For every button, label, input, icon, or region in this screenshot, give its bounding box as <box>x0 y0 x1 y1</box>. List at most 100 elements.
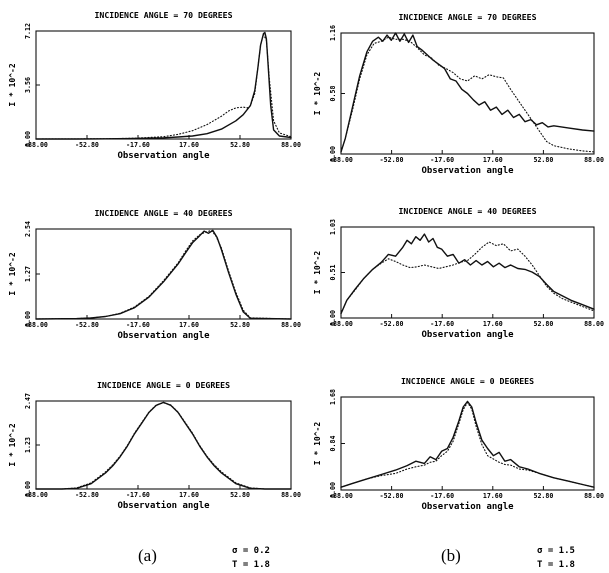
x-tick-label: 88.00 <box>281 491 301 499</box>
y-tick-label: 7.12 <box>24 23 32 39</box>
y-axis-label: I * 10^-2 <box>8 63 17 107</box>
series-dotted <box>35 402 292 490</box>
x-axis-label: Observation angle <box>117 150 210 161</box>
y-axis-label: I * 10^-2 <box>313 72 322 116</box>
x-tick-label: 88.00 <box>584 156 604 164</box>
series-dotted <box>35 33 292 140</box>
x-tick-label: 52.80 <box>230 491 250 499</box>
chart-5: INCIDENCE ANGLE = 0 DEGREES -88.00 -52.80 -… <box>8 380 301 511</box>
y-axis-label: I * 10^-2 <box>313 422 322 466</box>
plot-frame <box>35 30 292 140</box>
x-tick-label: 17.60 <box>179 321 199 329</box>
y-tick-label: 0.00 <box>329 482 337 498</box>
x-tick-label: 88.00 <box>584 492 604 500</box>
x-tick-label: -52.80 <box>75 321 99 329</box>
x-tick-label: 17.60 <box>483 492 503 500</box>
chart-title: INCIDENCE ANGLE = 70 DEGREES <box>94 10 232 20</box>
param-t-a: T = 1.8 <box>232 560 270 570</box>
chart-6: INCIDENCE ANGLE = 0 DEGREES -88.00 -52.80 -… <box>313 376 604 512</box>
chart-title: INCIDENCE ANGLE = 40 DEGREES <box>94 208 232 218</box>
x-tick-label: 88.00 <box>281 321 301 329</box>
x-tick-label: 17.60 <box>483 156 503 164</box>
y-tick-label: 2.54 <box>24 221 32 237</box>
x-tick-label: 88.00 <box>281 141 301 149</box>
y-tick-label: 1.23 <box>24 437 32 453</box>
x-axis-label: Observation angle <box>421 165 514 176</box>
x-tick-label: 52.80 <box>230 141 250 149</box>
x-tick-label: -17.60 <box>126 321 150 329</box>
y-tick-label: 0.00 <box>329 146 337 162</box>
x-tick-label: 52.80 <box>230 321 250 329</box>
series-dotted <box>340 401 595 488</box>
x-tick-label: -17.60 <box>430 320 454 328</box>
series-dotted <box>340 36 595 153</box>
x-tick-label: -52.80 <box>380 492 404 500</box>
x-tick-label: -17.60 <box>430 156 454 164</box>
x-tick-label: 17.60 <box>179 491 199 499</box>
x-tick-label: -17.60 <box>430 492 454 500</box>
chart-title: INCIDENCE ANGLE = 0 DEGREES <box>401 376 534 386</box>
chart-1: INCIDENCE ANGLE = 70 DEGREES -88.00 -52.80… <box>8 10 301 161</box>
panel-label-b: (b) <box>441 546 461 565</box>
y-tick-label: 1.27 <box>24 266 32 282</box>
x-tick-label: -52.80 <box>380 320 404 328</box>
x-tick-label: -88.00 <box>329 492 353 500</box>
x-tick-label: -88.00 <box>24 491 48 499</box>
x-tick-label: 52.80 <box>533 156 553 164</box>
x-axis-label: Observation angle <box>117 330 210 341</box>
y-axis-label: I * 10^-2 <box>313 251 322 295</box>
x-tick-label: 52.80 <box>533 492 553 500</box>
y-axis-label: I * 10^-2 <box>8 423 17 467</box>
series-solid <box>340 400 595 488</box>
y-tick-label: 0.58 <box>329 86 337 102</box>
y-tick-label: 0.84 <box>329 436 337 452</box>
x-tick-label: -88.00 <box>24 141 48 149</box>
series-solid <box>35 229 292 320</box>
panel-label-a: (a) <box>138 546 157 565</box>
y-tick-label: 3.56 <box>24 77 32 93</box>
chart-title: INCIDENCE ANGLE = 40 DEGREES <box>398 206 536 216</box>
x-axis-label: Observation angle <box>421 501 514 512</box>
x-tick-label: 17.60 <box>483 320 503 328</box>
x-tick-label: 17.60 <box>179 141 199 149</box>
plot-frame <box>35 400 292 490</box>
y-tick-label: 1.03 <box>329 219 337 235</box>
series-solid <box>340 32 595 153</box>
x-tick-label: -52.80 <box>75 491 99 499</box>
x-axis-label: Observation angle <box>421 329 514 340</box>
series-solid <box>35 31 292 140</box>
x-tick-label: -88.00 <box>24 321 48 329</box>
series-dotted <box>340 241 595 315</box>
plot-frame <box>35 228 292 320</box>
chart-3: INCIDENCE ANGLE = 40 DEGREES -88.00 -52.80… <box>8 208 301 341</box>
series-dotted <box>35 229 292 320</box>
x-tick-label: -52.80 <box>380 156 404 164</box>
y-tick-label: 1.68 <box>329 389 337 405</box>
x-tick-label: -17.60 <box>126 491 150 499</box>
y-tick-label: 0.00 <box>24 481 32 497</box>
x-axis-label: Observation angle <box>117 500 210 511</box>
x-tick-label: 52.80 <box>533 320 553 328</box>
param-sigma-a: σ = 0.2 <box>232 546 270 556</box>
chart-2: INCIDENCE ANGLE = 70 DEGREES -88.00 -52.80… <box>313 12 604 176</box>
param-t-b: T = 1.8 <box>537 560 575 570</box>
y-tick-label: 0.00 <box>329 310 337 326</box>
y-tick-label: 1.16 <box>329 25 337 41</box>
chart-title: INCIDENCE ANGLE = 0 DEGREES <box>97 380 230 390</box>
x-tick-label: -88.00 <box>329 156 353 164</box>
x-tick-label: -52.80 <box>75 141 99 149</box>
y-tick-label: 2.47 <box>24 393 32 409</box>
y-tick-label: 0.00 <box>24 311 32 327</box>
x-tick-label: -88.00 <box>329 320 353 328</box>
y-tick-label: 0.51 <box>329 265 337 281</box>
plot-frame <box>340 226 595 319</box>
chart-4: INCIDENCE ANGLE = 40 DEGREES -88.00 -52.80… <box>313 206 604 340</box>
chart-title: INCIDENCE ANGLE = 70 DEGREES <box>398 12 536 22</box>
x-tick-label: 88.00 <box>584 320 604 328</box>
y-axis-label: I * 10^-2 <box>8 252 17 296</box>
series-solid <box>340 233 595 315</box>
series-solid <box>35 401 292 490</box>
param-sigma-b: σ = 1.5 <box>537 546 575 556</box>
y-tick-label: 0.00 <box>24 131 32 147</box>
